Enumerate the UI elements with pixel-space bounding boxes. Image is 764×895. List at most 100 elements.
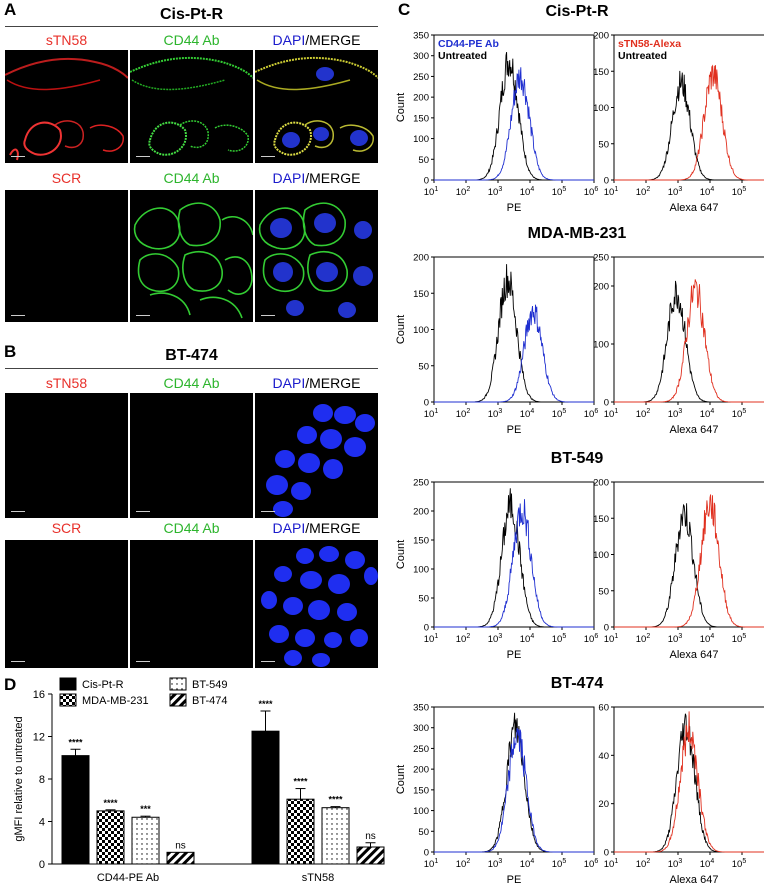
y-tick-label: 200 [413,253,429,264]
a-r1-label-2: CD44 Ab [163,32,220,48]
histogram-frame [613,256,764,403]
y-tick-label: 100 [413,565,429,576]
untreated-histogram [434,52,594,181]
y-tick-label: 100 [593,103,609,114]
panel-b-rule [5,368,378,369]
x-tick-label: 105 [552,186,567,198]
significance-label: ns [365,831,376,842]
x-tick-label: 105 [732,408,747,420]
y-tick-label: 0 [424,848,429,859]
x-axis-label: Alexa 647 [670,202,719,214]
y-tick-label: 250 [413,744,429,755]
y-tick-label: 0 [424,176,429,187]
micrograph-b-cd44 [130,393,253,518]
histogram-row-title: BT-474 [551,675,604,692]
y-tick-label: 350 [413,31,429,42]
legend-label: MDA-MB-231 [82,695,149,707]
b-r2-label-1: SCR [51,520,82,536]
x-axis-label: PE [507,874,522,886]
y-tick-label: 300 [413,51,429,62]
x-tick-label: 103 [488,186,503,198]
y-tick-label: 250 [413,478,429,489]
legend-label: BT-549 [192,679,227,691]
treated-histogram [434,499,594,628]
b-r2-label-3: DAPI/MERGE [272,520,361,536]
x-tick-label: 102 [636,186,651,198]
y-axis-label: Count [395,540,407,569]
significance-label: **** [258,699,273,709]
significance-label: ns [175,840,186,851]
x-tick-label: 104 [520,858,535,870]
micrograph-a-merge [255,50,378,163]
panel-a-title: Cis-Pt-R [159,6,224,23]
histogram-right: 050100150200101102103104105106Alexa 647 [593,478,764,661]
y-tick-label: 0 [604,623,609,634]
panel-a-letter: A [4,0,17,19]
x-tick-label: 106 [584,186,599,198]
bar [251,730,280,865]
x-tick-label: 104 [520,186,535,198]
histogram-frame [433,34,595,181]
legend-label: Cis-Pt-R [82,679,124,691]
y-tick-label: 20 [598,799,609,810]
y-tick-label: 16 [33,689,45,701]
y-tick-label: 100 [413,134,429,145]
micrograph-a-scr-cd44 [130,190,253,322]
legend-treated: sTN58-Alexa [618,38,681,50]
y-tick-label: 100 [413,806,429,817]
y-tick-label: 0 [424,623,429,634]
x-tick-label: 102 [456,858,471,870]
x-tick-label: 105 [552,408,567,420]
x-tick-label: 102 [456,633,471,645]
a-r1-label-1: sTN58 [45,32,88,48]
x-tick-label: 103 [668,186,683,198]
x-axis-label: Alexa 647 [670,424,719,436]
y-axis-label: Count [395,93,407,122]
significance-label: *** [140,804,151,814]
x-tick-label: 103 [668,633,683,645]
y-tick-label: 100 [413,325,429,336]
category-label: sTN58 [302,872,334,884]
y-tick-label: 150 [413,289,429,300]
y-tick-label: 0 [39,859,45,871]
significance-label: **** [293,777,308,787]
untreated-histogram [434,264,594,403]
bar [166,851,195,865]
y-tick-label: 200 [413,93,429,104]
y-tick-label: 250 [593,253,609,264]
x-tick-label: 103 [668,858,683,870]
legend-label: BT-474 [192,695,227,707]
x-tick-label: 105 [732,633,747,645]
y-tick-label: 300 [413,723,429,734]
y-tick-label: 12 [33,732,45,744]
x-tick-label: 104 [700,186,715,198]
significance-label: **** [328,795,343,805]
y-tick-label: 0 [604,848,609,859]
y-tick-label: 100 [593,340,609,351]
micrograph-b-scr [5,540,128,668]
x-tick-label: 101 [604,633,619,645]
x-tick-label: 103 [668,408,683,420]
histogram-left: 0 50 100 150 200 250 300 350 101 102 103 104 105 106 C… [395,31,598,215]
y-tick-label: 150 [593,67,609,78]
y-tick-label: 200 [593,282,609,293]
y-tick-label: 150 [413,113,429,124]
y-tick-label: 50 [418,361,429,372]
y-tick-label: 350 [413,703,429,714]
x-tick-label: 106 [584,633,599,645]
treated-histogram [434,304,594,403]
x-tick-label: 102 [636,858,651,870]
panel-a-rule [5,26,378,27]
y-tick-label: 50 [418,155,429,166]
bar [356,846,385,865]
a-r2-label-1: SCR [51,170,82,186]
y-tick-label: 60 [598,703,609,714]
x-tick-label: 101 [604,858,619,870]
legend-swatch [59,693,77,707]
y-tick-label: 150 [413,785,429,796]
bar [96,810,125,865]
bar [286,798,315,865]
untreated-histogram [434,488,594,628]
y-tick-label: 200 [593,31,609,42]
